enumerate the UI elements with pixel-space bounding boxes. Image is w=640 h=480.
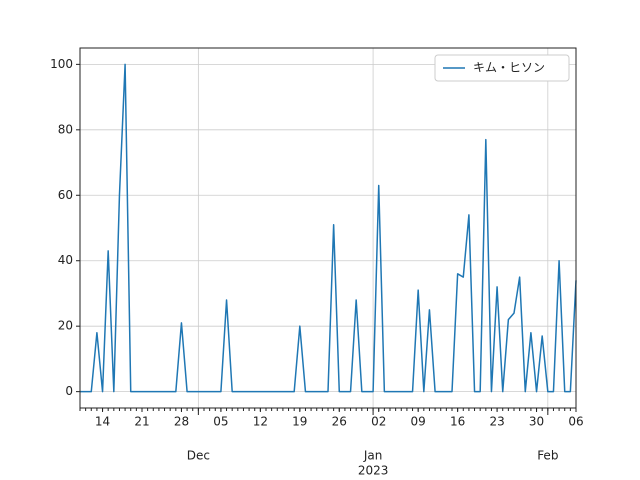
x-tick-label: 19: [292, 415, 307, 429]
x-tick-label: 05: [213, 415, 228, 429]
x-tick-label: 06: [568, 415, 583, 429]
x-tick-label: 26: [332, 415, 347, 429]
year-label: 2023: [358, 464, 389, 478]
x-tick-label: 16: [450, 415, 465, 429]
x-tick-label: 28: [174, 415, 189, 429]
y-tick-label: 40: [58, 253, 73, 267]
x-tick-label: 21: [134, 415, 149, 429]
x-tick-label: 30: [529, 415, 544, 429]
x-tick-label: 23: [489, 415, 504, 429]
y-tick-label: 80: [58, 122, 73, 136]
x-tick-label: 09: [411, 415, 426, 429]
month-label: Jan: [363, 449, 383, 463]
x-tick-label: 14: [95, 415, 110, 429]
plot-frame: [79, 47, 577, 409]
legend-box: [434, 54, 570, 82]
month-label: Feb: [537, 449, 558, 463]
y-tick-label: 100: [50, 57, 73, 71]
y-tick-label: 20: [58, 319, 73, 333]
month-label: Dec: [187, 449, 210, 463]
y-tick-label: 60: [58, 188, 73, 202]
legend-label: キム・ヒソン: [473, 61, 545, 75]
x-tick-label: 12: [253, 415, 268, 429]
y-tick-label: 0: [65, 384, 73, 398]
line-series: [80, 63, 577, 393]
x-tick-label: 02: [371, 415, 386, 429]
